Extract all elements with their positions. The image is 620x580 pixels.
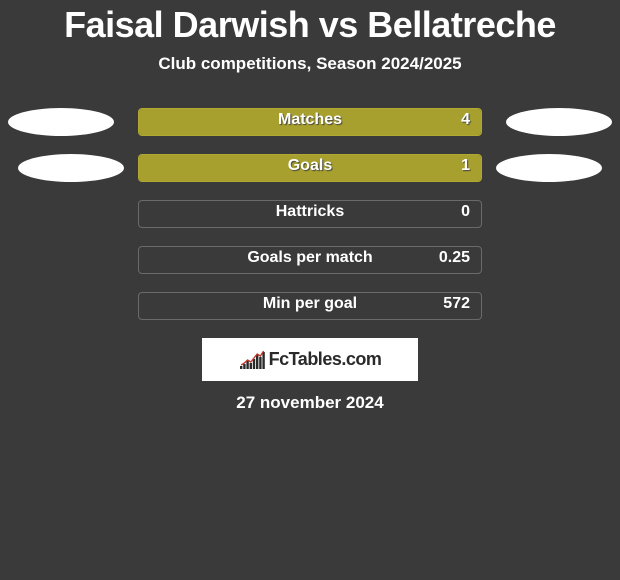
stat-row: Goals per match0.25 bbox=[0, 244, 620, 276]
player-left-marker bbox=[18, 154, 124, 182]
stat-value: 572 bbox=[443, 295, 470, 313]
stat-label: Min per goal bbox=[138, 295, 482, 313]
stat-value: 0.25 bbox=[439, 249, 470, 267]
fctables-chart-icon bbox=[239, 350, 265, 370]
player-left-marker bbox=[8, 108, 114, 136]
stat-value: 1 bbox=[461, 157, 470, 175]
logo-inner: FcTables.com bbox=[239, 349, 382, 370]
stat-row: Matches4 bbox=[0, 106, 620, 138]
stats-area: Matches4Goals1Hattricks0Goals per match0… bbox=[0, 106, 620, 322]
stat-row: Hattricks0 bbox=[0, 198, 620, 230]
stat-label: Goals per match bbox=[138, 249, 482, 267]
stat-row: Goals1 bbox=[0, 152, 620, 184]
page-title: Faisal Darwish vs Bellatreche bbox=[0, 4, 620, 46]
date-label: 27 november 2024 bbox=[0, 393, 620, 413]
player-right-marker bbox=[496, 154, 602, 182]
stat-value: 0 bbox=[461, 203, 470, 221]
logo-text: FcTables.com bbox=[269, 349, 382, 370]
player-right-marker bbox=[506, 108, 612, 136]
comparison-card: Faisal Darwish vs Bellatreche Club compe… bbox=[0, 0, 620, 413]
logo-box: FcTables.com bbox=[202, 338, 418, 381]
stat-row: Min per goal572 bbox=[0, 290, 620, 322]
stat-label: Matches bbox=[138, 111, 482, 129]
subtitle: Club competitions, Season 2024/2025 bbox=[0, 54, 620, 74]
stat-label: Hattricks bbox=[138, 203, 482, 221]
stat-label: Goals bbox=[138, 157, 482, 175]
stat-value: 4 bbox=[461, 111, 470, 129]
